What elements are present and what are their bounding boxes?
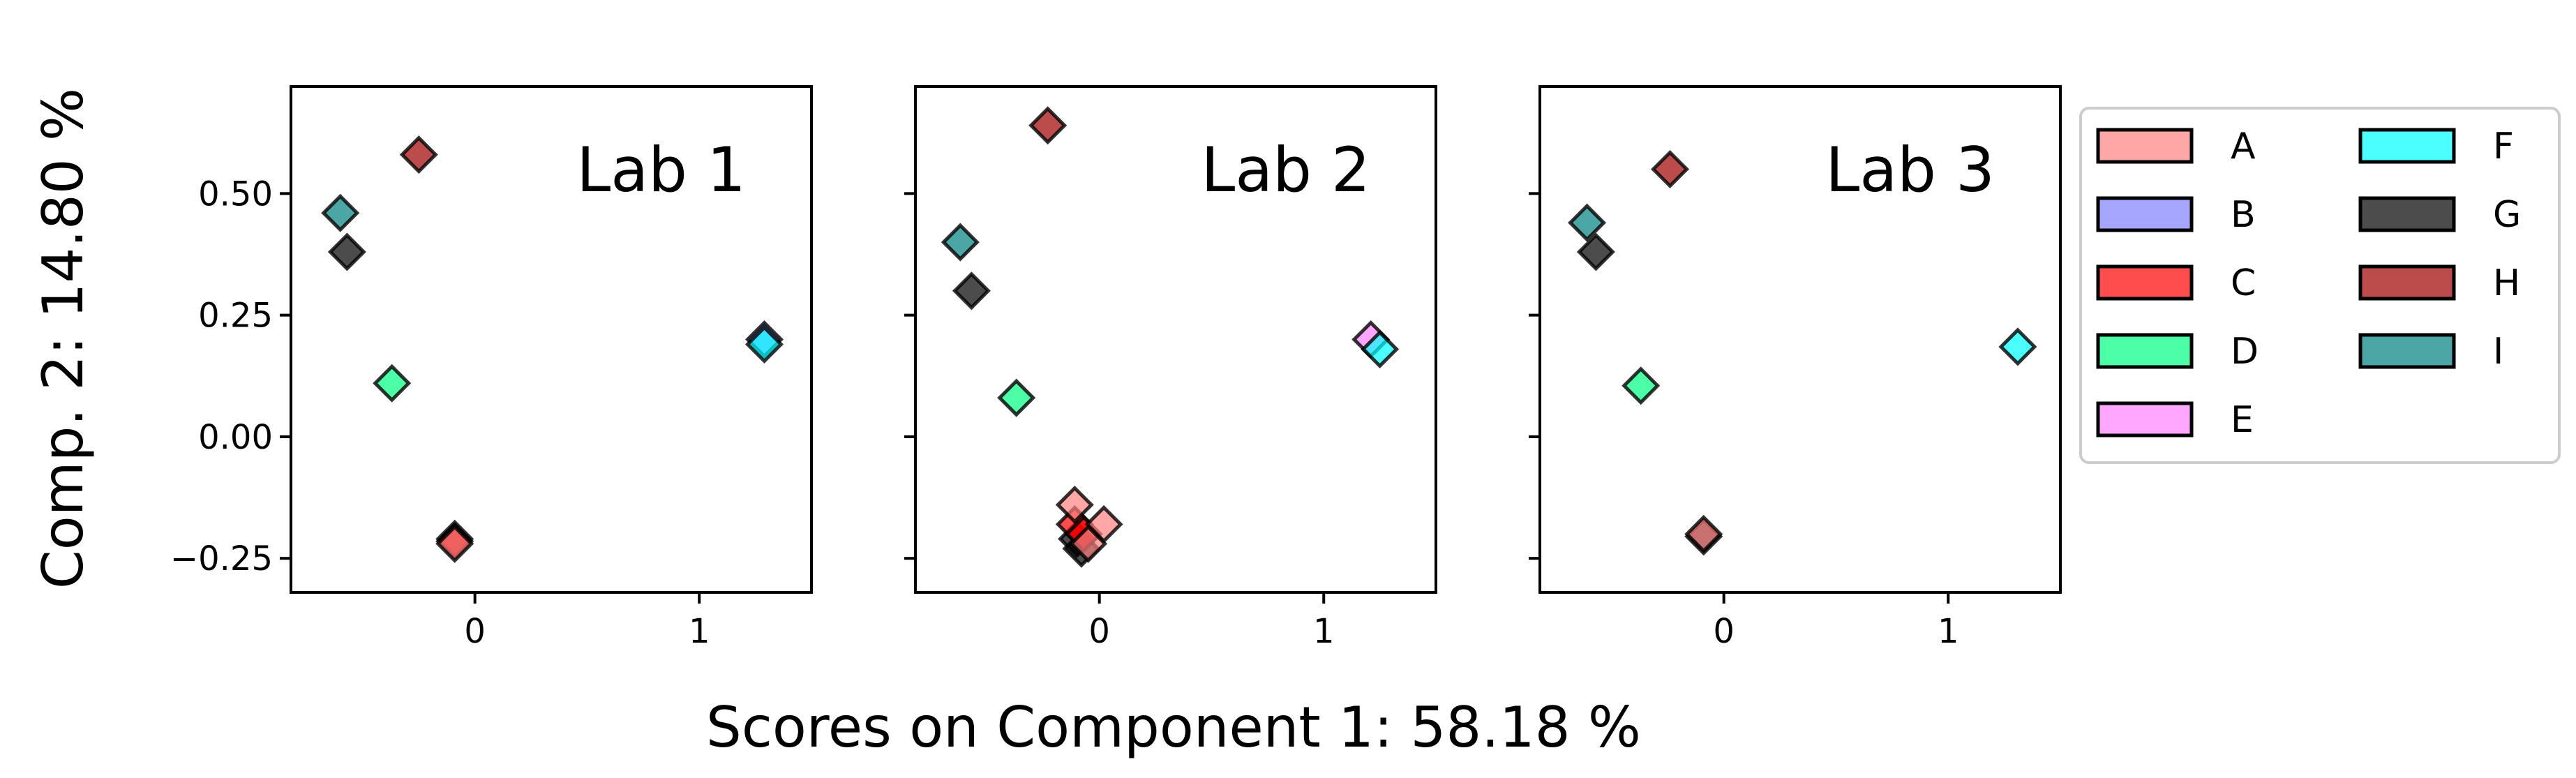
legend-label-E: E — [2231, 399, 2254, 441]
data-point-I — [941, 223, 980, 262]
panel-title: Lab 1 — [576, 134, 746, 206]
legend-swatch-H — [2358, 264, 2456, 301]
y-tick-label: −0.25 — [170, 539, 273, 578]
data-point-I — [1567, 203, 1607, 242]
panels-layer: −0.25 0.00 0.25 0.50 0 1 Lab 1 0 1 Lab 2 0 1 Lab 3 — [170, 85, 2062, 651]
legend-swatch-G — [2358, 196, 2456, 232]
x-tick-label: 1 — [1938, 612, 1959, 651]
panel-3: 0 1 Lab 3 — [1529, 85, 2062, 651]
legend-label-H: H — [2493, 262, 2520, 304]
x-tick-label: 1 — [689, 612, 710, 651]
legend-label-D: D — [2231, 331, 2259, 373]
x-tick-label: 0 — [1713, 612, 1735, 651]
legend-label-C: C — [2231, 262, 2256, 304]
legend-label-B: B — [2231, 194, 2256, 236]
data-point-F — [744, 324, 784, 364]
panel-1: −0.25 0.00 0.25 0.50 0 1 Lab 1 — [170, 85, 813, 651]
legend-swatch-D — [2096, 333, 2194, 369]
plot-frame — [1538, 85, 2062, 594]
data-point-G — [1576, 232, 1615, 271]
data-point-D — [373, 364, 412, 403]
legend-swatch-B — [2096, 196, 2194, 232]
legend-label-F: F — [2493, 126, 2514, 167]
legend-swatch-I — [2358, 333, 2456, 369]
data-point-G — [952, 271, 991, 311]
legend-swatch-C — [2096, 264, 2194, 301]
y-tick-label: 0.25 — [198, 297, 273, 336]
y-tick-label: 0.50 — [198, 174, 273, 214]
data-point-H — [1650, 149, 1690, 189]
data-point-H — [399, 135, 438, 174]
data-point-A — [1069, 524, 1108, 563]
data-point-I — [321, 193, 360, 232]
data-point-F — [1361, 329, 1400, 368]
data-point-A — [1684, 514, 1723, 553]
data-point-G — [327, 232, 366, 271]
legend-swatch-A — [2096, 128, 2194, 164]
x-tick-label: 1 — [1313, 612, 1335, 651]
y-tick-label: 0.00 — [198, 418, 273, 457]
x-tick-label: 0 — [1088, 612, 1110, 651]
legend-label-I: I — [2493, 331, 2503, 373]
data-point-D — [997, 378, 1036, 417]
x-axis-label: Scores on Component 1: 58.18 % — [706, 695, 1641, 760]
panel-title: Lab 3 — [1825, 134, 1995, 206]
panel-2: 0 1 Lab 2 — [904, 85, 1437, 651]
legend-label-A: A — [2231, 126, 2256, 167]
data-point-A — [435, 524, 474, 563]
legend-swatch-E — [2096, 401, 2194, 437]
data-point-A — [1055, 485, 1094, 525]
data-point-D — [1622, 366, 1661, 405]
plot-frame — [914, 85, 1437, 594]
data-point-H — [1028, 106, 1068, 145]
legend-swatch-F — [2358, 128, 2456, 164]
data-point-F — [1998, 327, 2037, 366]
plot-frame — [290, 85, 813, 594]
legend-label-G: G — [2493, 194, 2521, 236]
x-tick-label: 0 — [464, 612, 486, 651]
y-axis-label: Comp. 2: 14.80 % — [31, 88, 96, 589]
panel-title: Lab 2 — [1201, 134, 1370, 206]
